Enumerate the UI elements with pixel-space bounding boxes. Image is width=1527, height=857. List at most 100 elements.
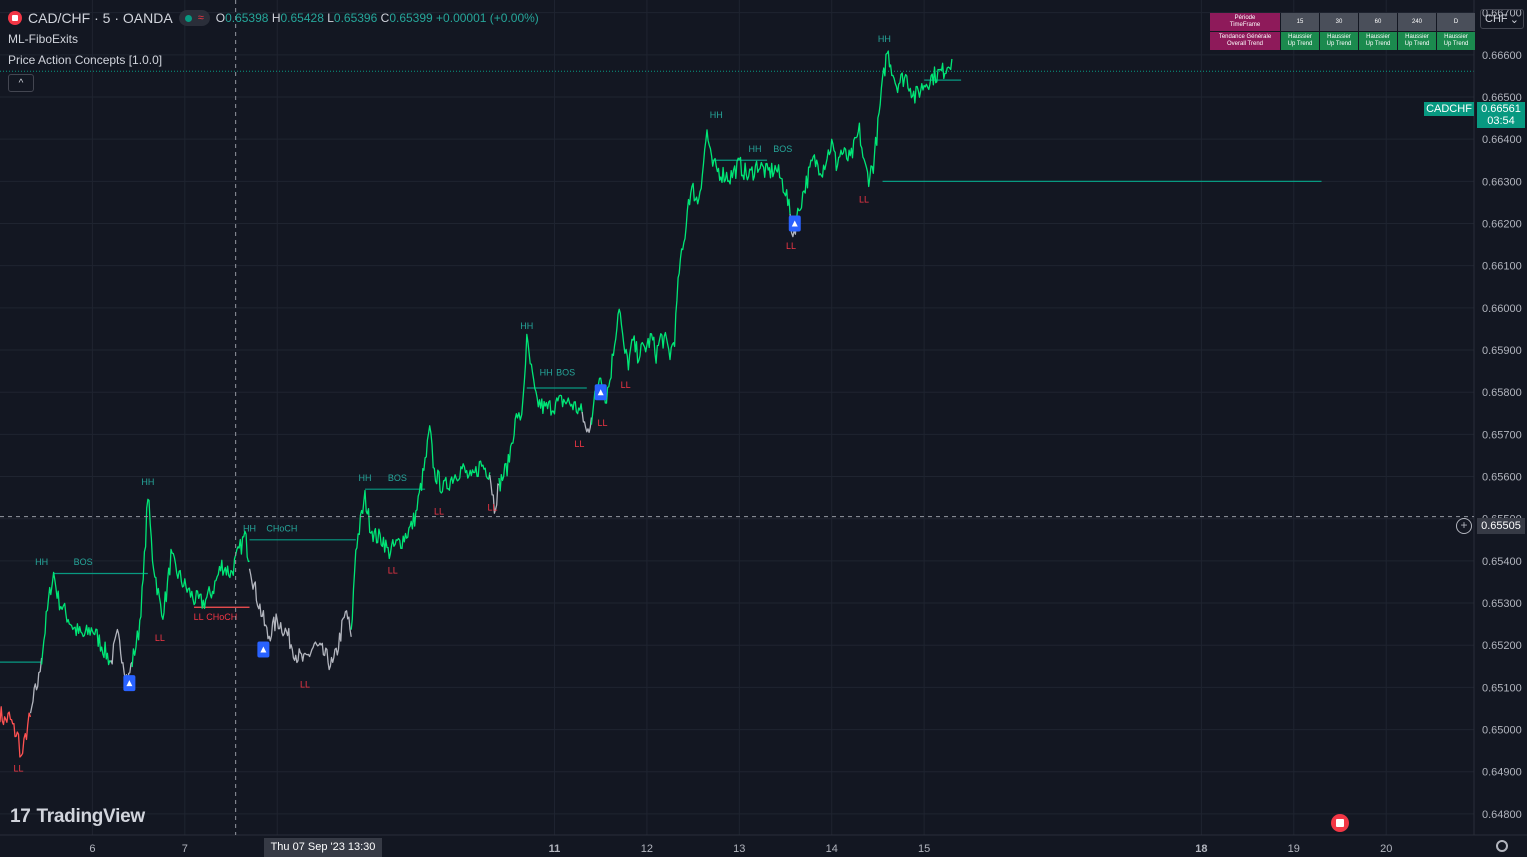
structure-label-21: HH [710, 110, 723, 120]
timeframe-col-30: 30 [1320, 13, 1358, 31]
price-series-segment-1 [29, 657, 43, 714]
structure-label-23: BOS [773, 144, 792, 154]
economic-event-icon[interactable] [1331, 814, 1349, 832]
price-series-segment-12 [795, 50, 953, 219]
structure-label-4: LL [155, 633, 165, 643]
arrow-up-icon-3 [791, 220, 798, 227]
arrow-up-icon-1 [260, 646, 267, 653]
high-value: 0.65428 [280, 11, 324, 25]
close-label: C [380, 11, 390, 25]
indicator-price-action-concepts[interactable]: Price Action Concepts [1.0.0] [8, 52, 163, 67]
y-tick-label-3: 0.65100 [1482, 682, 1522, 694]
gear-icon[interactable] [1496, 840, 1508, 852]
chart-legend: CAD/CHF · 5 · OANDA ≈ O0.65398 H0.65428 … [8, 8, 539, 92]
low-value: 0.65396 [333, 11, 378, 25]
structure-label-19: LL [598, 418, 608, 428]
open-label: O [215, 11, 226, 25]
structure-label-26: HH [878, 34, 891, 44]
timeframe-trend-table: Période TimeFrame 15 30 60 240 D Tendanc… [1209, 12, 1476, 51]
tradingview-mark-icon: 17 [10, 806, 31, 827]
collapse-indicators-button[interactable]: ^ [8, 74, 34, 92]
buy-signals [123, 215, 801, 692]
arrow-up-icon-0 [126, 680, 133, 687]
open-value: 0.65398 [225, 11, 269, 25]
y-tick-label-1: 0.64900 [1482, 767, 1522, 779]
bar-countdown: 03:54 [1487, 115, 1515, 127]
indicator-ml-fiboexits[interactable]: ML-FiboExits [8, 31, 79, 46]
x-tick-label-4: 12 [641, 843, 653, 855]
low-label: L [327, 11, 334, 25]
structure-label-24: LL [786, 241, 796, 251]
symbol-price-tag: CADCHF [1424, 102, 1474, 116]
arrow-up-icon-2 [597, 389, 604, 396]
canada-flag-icon [8, 11, 22, 25]
y-tick-label-19: 0.66700 [1482, 8, 1522, 20]
time-axis[interactable]: 6 7 11 12 13 14 15 18 19 20 [0, 834, 1527, 855]
price-series-segment-8 [498, 333, 583, 492]
ohlc-values: O0.65398 H0.65428 L0.65396 C0.65399 +0.0… [216, 11, 539, 25]
timeframe-col-60: 60 [1359, 13, 1397, 31]
close-value: 0.65399 [389, 11, 433, 25]
structure-label-9: LL [300, 679, 310, 689]
price-series-segment-4 [131, 498, 250, 668]
timeframe-header-label: Période TimeFrame [1210, 13, 1280, 31]
buy-signal-2 [594, 384, 607, 401]
high-label: H [271, 11, 281, 25]
y-tick-label-8: 0.65600 [1482, 472, 1522, 484]
market-status-pill[interactable]: ≈ [178, 10, 210, 26]
timeframe-col-d: D [1437, 13, 1475, 31]
tradingview-logo-text: TradingView [36, 806, 146, 827]
x-tick-label-5: 13 [733, 843, 745, 855]
y-tick-label-0: 0.64800 [1482, 809, 1522, 821]
add-plus-icon[interactable]: + [1456, 518, 1472, 534]
structure-label-3: HH [141, 477, 154, 487]
x-tick-label-10: 20 [1380, 843, 1392, 855]
x-tick-label-3: 11 [549, 843, 561, 855]
price-axis[interactable]: 0.64800 0.64900 0.65000 0.65100 0.65200 0.653… [1473, 0, 1522, 835]
x-tick-label-6: 14 [826, 843, 838, 855]
y-tick-label-5: 0.65300 [1482, 598, 1522, 610]
y-tick-label-9: 0.65700 [1482, 429, 1522, 441]
structure-label-1: HH [35, 557, 48, 567]
x-tick-label-7: 15 [918, 843, 930, 855]
price-series-segment-3 [110, 628, 133, 689]
last-price-tag: 0.66561 03:54 [1477, 102, 1525, 128]
structure-label-12: LL [388, 566, 398, 576]
tradingview-logo[interactable]: 17 TradingView [10, 806, 145, 828]
price-series-segment-6 [350, 425, 491, 630]
structure-label-0: LL [13, 764, 23, 774]
price-series-segment-2 [40, 571, 112, 666]
x-tick-label-8: 18 [1195, 843, 1207, 855]
y-tick-label-15: 0.66300 [1482, 176, 1522, 188]
structure-levels [0, 70, 1474, 663]
price-series-segment-7 [489, 475, 500, 514]
structure-label-7: HH [243, 523, 256, 533]
trend-value-240: Haussier Up Trend [1398, 32, 1436, 50]
crosshair-price-tag: 0.65505 [1477, 518, 1525, 534]
market-open-dot-icon [184, 14, 192, 22]
chevron-down-icon: ⌄ [1509, 13, 1519, 26]
price-series-segment-0 [0, 706, 32, 758]
chart-grid [0, 0, 1474, 835]
trend-value-30: Haussier Up Trend [1320, 32, 1358, 50]
structure-label-18: LL [574, 439, 584, 449]
currency-selector[interactable]: CHF ⌄ [1480, 9, 1524, 29]
buy-signal-3 [788, 215, 801, 232]
symbol-title[interactable]: CAD/CHF · 5 · OANDA [28, 10, 173, 26]
structure-label-22: HH [749, 144, 762, 154]
y-tick-label-4: 0.65200 [1482, 640, 1522, 652]
crosshair [0, 0, 1474, 835]
structure-label-5: LL [194, 612, 204, 622]
trend-label: Tendance Générale Overall Trend [1210, 32, 1280, 50]
y-tick-label-18: 0.66600 [1482, 50, 1522, 62]
y-tick-label-14: 0.66200 [1482, 219, 1522, 231]
structure-label-16: HH [540, 367, 553, 377]
last-price: 0.66561 [1481, 103, 1521, 115]
wave-icon: ≈ [197, 12, 204, 24]
y-tick-label-2: 0.65000 [1482, 725, 1522, 737]
structure-label-8: CHoCH [266, 523, 297, 533]
price-series [0, 50, 953, 758]
structure-label-6: CHoCH [206, 612, 237, 622]
